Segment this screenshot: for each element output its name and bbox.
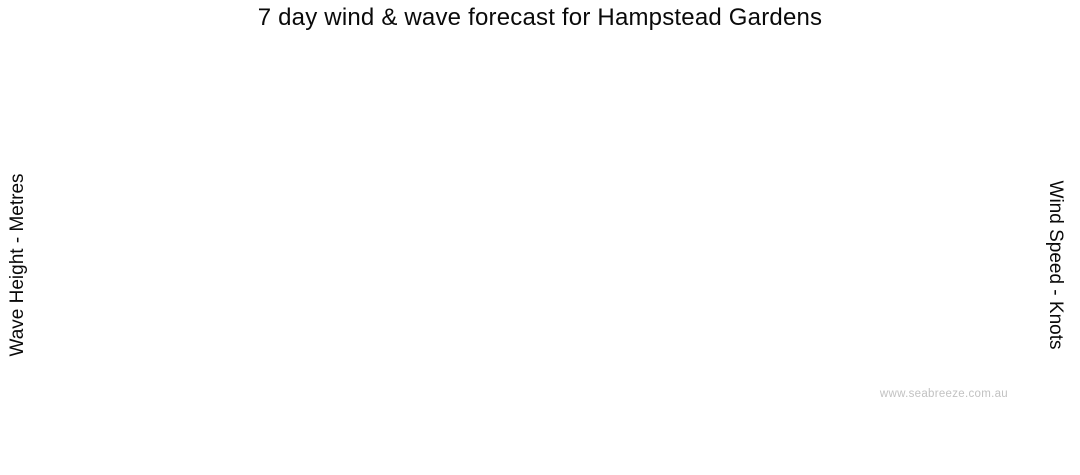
page-title: 7 day wind & wave forecast for Hampstead… [257,4,823,31]
watermark: www.seabreeze.com.au [879,388,1008,400]
